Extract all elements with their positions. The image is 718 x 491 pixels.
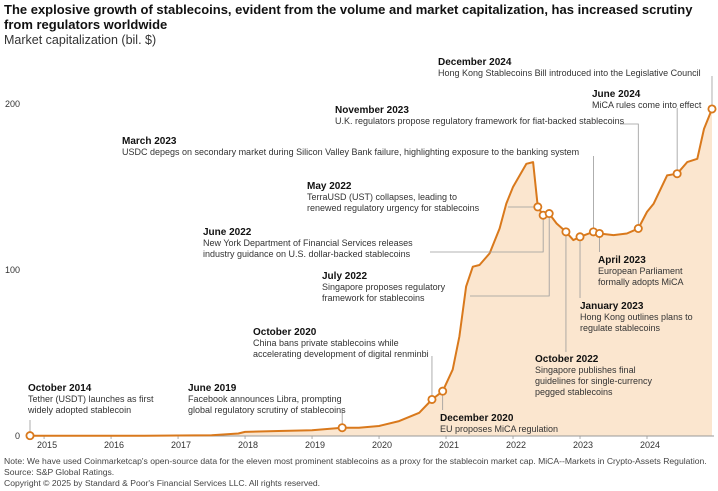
x-tick-label: 2022 xyxy=(506,440,526,450)
y-tick-label: 100 xyxy=(5,265,20,275)
annotation-date: October 2014 xyxy=(28,383,92,394)
leader-line xyxy=(620,123,639,229)
event-marker xyxy=(438,386,448,396)
event-marker xyxy=(337,423,347,433)
annotation-text: accelerating development of digital renm… xyxy=(253,349,429,359)
annotation-date: December 2024 xyxy=(438,57,512,68)
leader-line xyxy=(470,213,550,297)
x-tick-label: 2017 xyxy=(171,440,191,450)
annotation-date: October 2020 xyxy=(253,327,317,338)
event-marker xyxy=(561,227,571,237)
annotation-date: April 2023 xyxy=(598,255,646,266)
annotation-date: June 2024 xyxy=(592,89,641,100)
x-tick-label: 2020 xyxy=(372,440,392,450)
annotation-text: industry guidance on U.S. dollar-backed … xyxy=(203,249,411,259)
annotation-text: TerraUSD (UST) collapses, leading to xyxy=(307,192,457,202)
event-marker xyxy=(25,431,35,441)
annotation-date: October 2022 xyxy=(535,354,599,365)
x-tick-label: 2019 xyxy=(305,440,325,450)
event-marker xyxy=(633,223,643,233)
annotation-text: widely adopted stablecoin xyxy=(27,405,131,415)
x-tick-label: 2023 xyxy=(573,440,593,450)
annotation-date: November 2023 xyxy=(335,105,409,116)
annotation-date: December 2020 xyxy=(440,413,514,424)
x-tick-label: 2016 xyxy=(104,440,124,450)
chart: 0 100 200 2015 2016 2017 2018 2019 2020 2021 2022 2… xyxy=(5,57,717,450)
annotation-text: Hong Kong outlines plans to xyxy=(580,312,693,322)
annotation-date: July 2022 xyxy=(322,271,367,282)
annotation-date: June 2022 xyxy=(203,227,252,238)
annotation-text: USDC depegs on secondary market during S… xyxy=(122,147,579,157)
annotation-date: May 2022 xyxy=(307,181,352,192)
event-marker xyxy=(594,228,604,238)
x-tick-label: 2018 xyxy=(238,440,258,450)
x-tick-label: 2024 xyxy=(640,440,660,450)
annotation-date: March 2023 xyxy=(122,136,177,147)
x-tick-label: 2015 xyxy=(37,440,57,450)
footnote: Note: We have used Coinmarketcap's open-… xyxy=(4,456,707,477)
annotation-text: renewed regulatory urgency for stablecoi… xyxy=(307,203,480,213)
annotation-date: January 2023 xyxy=(580,301,644,312)
annotation-text: guidelines for single-currency xyxy=(535,376,653,386)
annotation-text: European Parliament xyxy=(598,266,683,276)
x-tick-label: 2021 xyxy=(439,440,459,450)
annotation-text: global regulatory scrutiny of stablecoin… xyxy=(188,405,346,415)
event-marker xyxy=(544,209,554,219)
y-tick-label: 200 xyxy=(5,99,20,109)
chart-subtitle: Market capitalization (bil. $) xyxy=(4,33,157,47)
annotation-text: EU proposes MiCA regulation xyxy=(440,424,558,434)
copyright: Copyright © 2025 by Standard & Poor's Fi… xyxy=(4,478,321,488)
event-marker xyxy=(533,202,543,212)
annotation-text: New York Department of Financial Service… xyxy=(203,238,413,248)
area xyxy=(30,109,712,436)
annotation-text: regulate stablecoins xyxy=(580,323,661,333)
event-marker xyxy=(427,394,437,404)
annotation-text: MiCA rules come into effect xyxy=(592,100,702,110)
annotation-text: pegged stablecoins xyxy=(535,387,613,397)
event-marker xyxy=(672,169,682,179)
annotation-text: Hong Kong Stablecoins Bill introduced in… xyxy=(438,68,701,78)
annotation-text: Facebook announces Libra, prompting xyxy=(188,394,342,404)
event-marker xyxy=(707,104,717,114)
annotation-text: Singapore proposes regulatory xyxy=(322,282,446,292)
annotation-text: formally adopts MiCA xyxy=(598,277,684,287)
annotation-text: framework for stablecoins xyxy=(322,293,425,303)
chart-title: The explosive growth of stablecoins, evi… xyxy=(4,2,693,32)
annotation-date: June 2019 xyxy=(188,383,237,394)
annotation-text: China bans private stablecoins while xyxy=(253,338,399,348)
annotation-text: Singapore publishes final xyxy=(535,365,636,375)
y-tick-label: 0 xyxy=(15,431,20,441)
leader-line xyxy=(430,215,544,253)
annotation-text: Tether (USDT) launches as first xyxy=(28,394,154,404)
annotation-text: U.K. regulators propose regulatory frame… xyxy=(335,116,625,126)
event-marker xyxy=(575,232,585,242)
